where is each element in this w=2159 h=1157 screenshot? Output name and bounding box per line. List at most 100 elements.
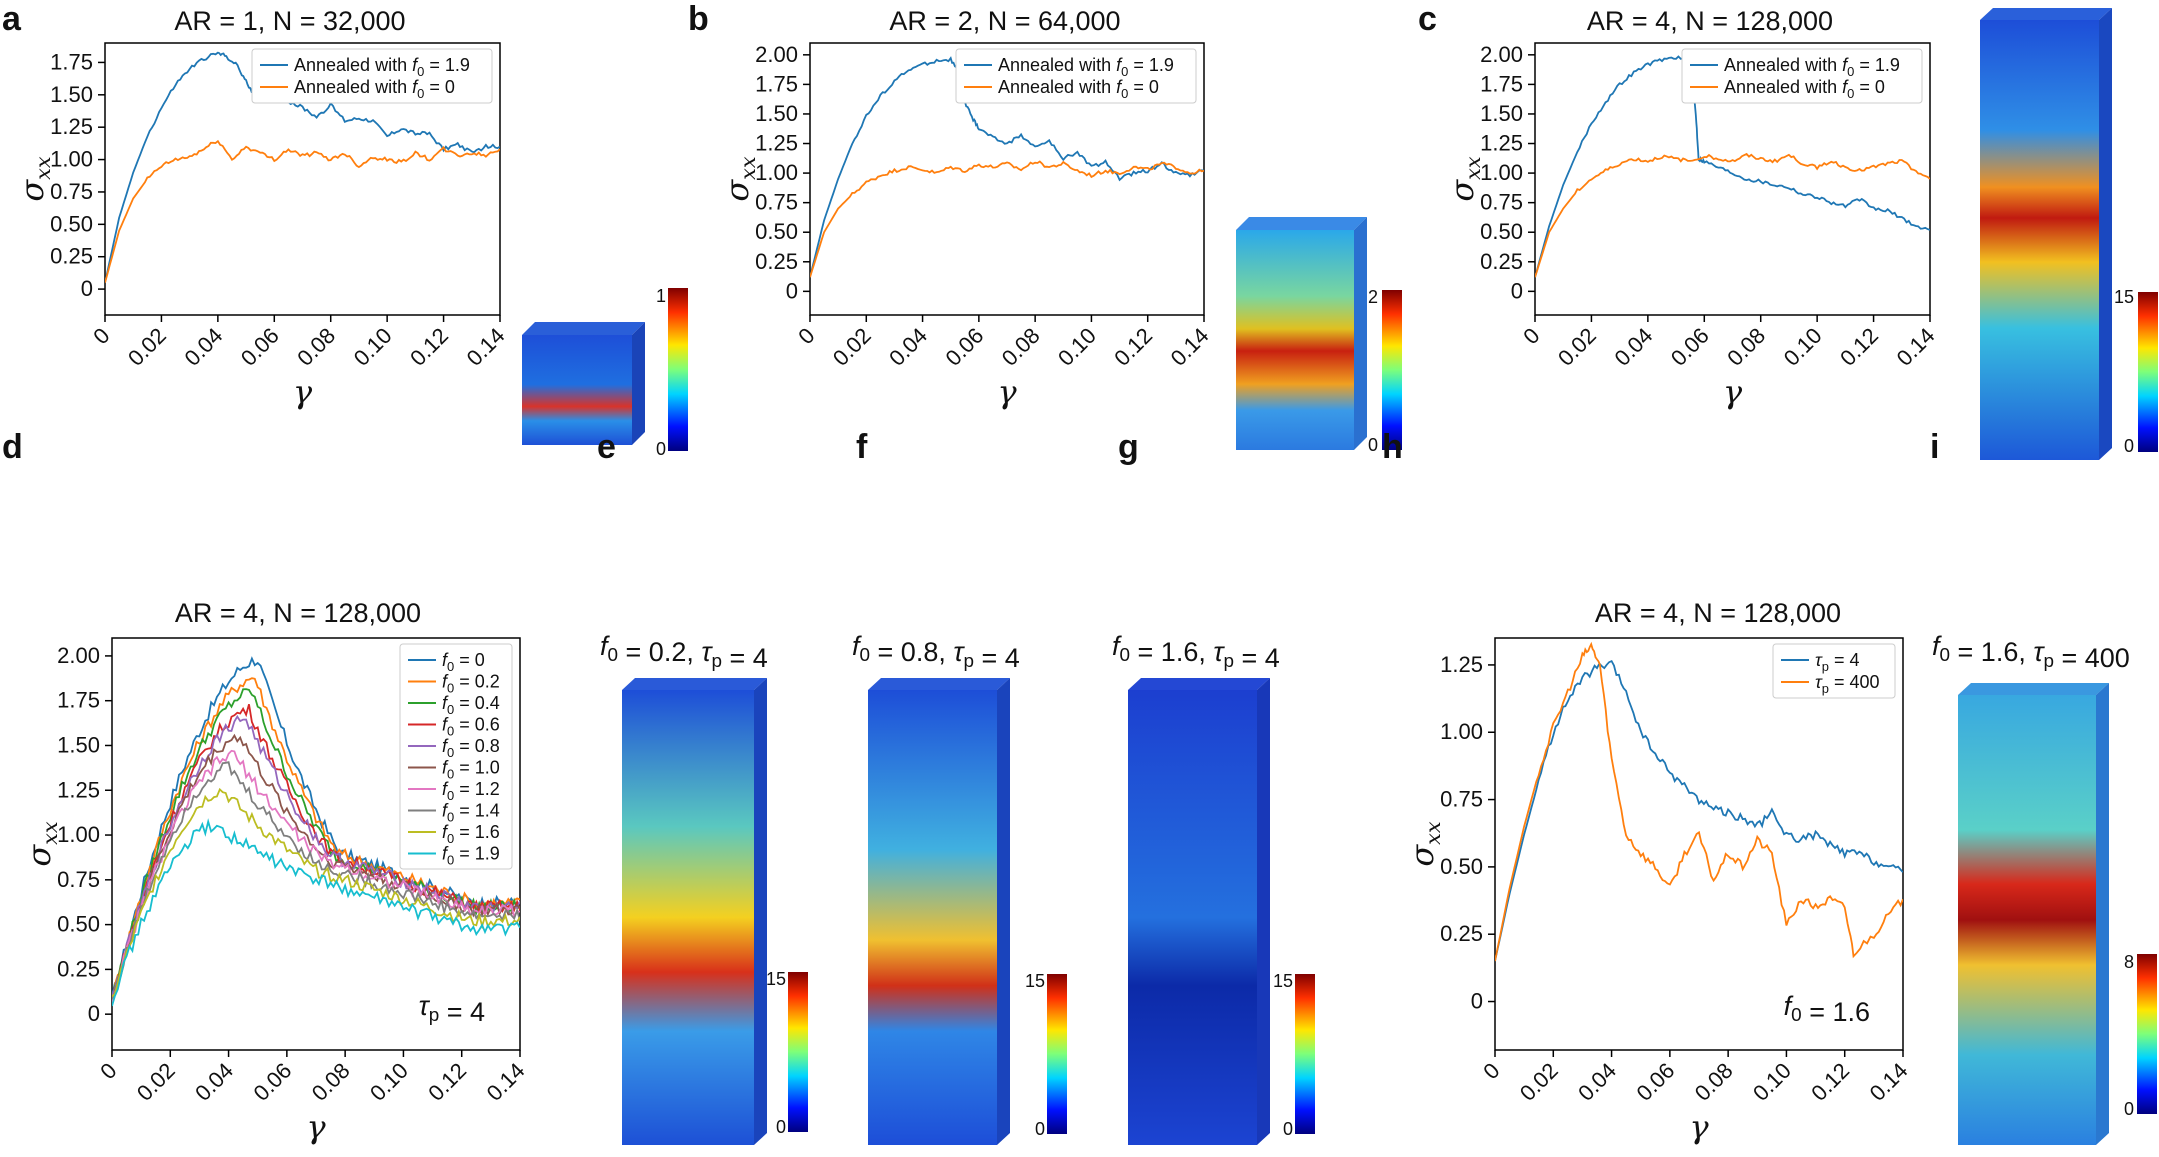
panel-letter: b bbox=[688, 0, 709, 38]
f0-annotation: f0 = 1.6 bbox=[1784, 991, 1870, 1027]
y-tick-label: 1.25 bbox=[1480, 131, 1523, 156]
simulation-snapshot bbox=[1958, 683, 2109, 1145]
x-tick-label: 0.14 bbox=[482, 1058, 530, 1106]
y-tick-label: 1.00 bbox=[1480, 160, 1523, 185]
y-tick-label: 0 bbox=[1471, 989, 1483, 1014]
panel-letter: f bbox=[856, 428, 868, 466]
y-tick-label: 0.50 bbox=[1480, 219, 1523, 244]
legend-entry: f0 = 1.6 bbox=[442, 822, 500, 846]
colorbar-min: 0 bbox=[2124, 1099, 2134, 1119]
legend-entry: f0 = 1.2 bbox=[442, 779, 500, 803]
y-tick-label: 1.00 bbox=[755, 160, 798, 185]
x-tick-label: 0 bbox=[88, 323, 114, 349]
x-tick-label: 0 bbox=[1518, 323, 1544, 349]
y-tick-label: 1.00 bbox=[57, 822, 100, 847]
x-tick-label: 0.06 bbox=[1631, 1058, 1679, 1106]
legend-entry: f0 = 0.6 bbox=[442, 715, 500, 739]
chart-area: 0 0.02 0.04 0.06 0.08 0.10 0.12 0.14 0 0.25 0.50 0.… bbox=[718, 42, 1214, 411]
series-group bbox=[1495, 641, 1903, 962]
y-tick-label: 0.75 bbox=[1480, 190, 1523, 215]
x-axis-label: γ bbox=[306, 1108, 326, 1146]
panel-i: i f0 = 1.6, τp = 400 8 0 bbox=[1930, 428, 2157, 1145]
series-line bbox=[810, 160, 1204, 278]
y-tick-label: 0.25 bbox=[755, 249, 798, 274]
plot-frame bbox=[104, 42, 501, 316]
panel-letter: e bbox=[597, 428, 616, 466]
legend-entry: Annealed with f0 = 0 bbox=[1724, 77, 1885, 101]
tau-annotation: τp = 4 bbox=[419, 991, 485, 1027]
x-tick-label: 0.06 bbox=[1666, 323, 1714, 371]
y-tick-label: 0.50 bbox=[50, 211, 93, 236]
y-tick-label: 2.00 bbox=[57, 643, 100, 668]
x-tick-label: 0.12 bbox=[405, 323, 453, 371]
x-tick-label: 0.14 bbox=[462, 323, 510, 371]
colorbar-min: 0 bbox=[656, 439, 666, 459]
colorbar-max: 1 bbox=[656, 286, 666, 306]
colorbar-max: 15 bbox=[2114, 287, 2134, 307]
y-tick-label: 1.25 bbox=[1440, 652, 1483, 677]
colorbar-max: 15 bbox=[1025, 971, 1045, 991]
series-line bbox=[112, 656, 520, 996]
colorbar-min: 0 bbox=[2124, 436, 2134, 456]
y-axis-label: σxx bbox=[1443, 156, 1485, 202]
legend-entry: Annealed with f0 = 0 bbox=[294, 77, 455, 101]
colorbar: 1 0 bbox=[656, 286, 688, 459]
x-tick-label: 0 bbox=[95, 1058, 121, 1084]
x-tick-label: 0.10 bbox=[1779, 323, 1827, 371]
x-tick-label: 0.06 bbox=[940, 323, 988, 371]
series-line bbox=[1495, 659, 1903, 962]
y-tick-label: 1.50 bbox=[1480, 101, 1523, 126]
x-tick-label: 0.14 bbox=[1892, 323, 1940, 371]
x-tick-label: 0.12 bbox=[1806, 1058, 1854, 1106]
y-tick-label: 0.25 bbox=[57, 956, 100, 981]
colorbar-max: 15 bbox=[1273, 971, 1293, 991]
chart-area: 0 0.02 0.04 0.06 0.08 0.10 0.12 0.14 0 0.25 0.50 0.… bbox=[20, 637, 530, 1146]
y-tick-label: 1.75 bbox=[57, 688, 100, 713]
panel-title-visible: AR = 4, N = 128,000 bbox=[175, 598, 421, 628]
y-tick-label: 0.25 bbox=[1480, 249, 1523, 274]
panel-letter: h bbox=[1382, 428, 1403, 466]
legend-entry: f0 = 1.9 bbox=[442, 844, 500, 868]
x-tick-label: 0.10 bbox=[1748, 1058, 1796, 1106]
legend-box bbox=[955, 48, 1197, 104]
simulation-snapshot bbox=[622, 678, 767, 1145]
colorbar: 15 0 bbox=[1273, 971, 1315, 1139]
x-tick-label: 0 bbox=[1478, 1058, 1504, 1084]
legend-entry: Annealed with f0 = 1.9 bbox=[998, 55, 1174, 79]
x-tick-label: 0.14 bbox=[1166, 323, 1214, 371]
chart-area: 0 0.02 0.04 0.06 0.08 0.10 0.12 0.14 0 0.25 0.50 0.… bbox=[1443, 42, 1940, 411]
x-axis-label: γ bbox=[1689, 1108, 1709, 1146]
y-tick-label: 0 bbox=[81, 276, 93, 301]
series-group bbox=[112, 656, 520, 1007]
colorbar-max: 8 bbox=[2124, 952, 2134, 972]
x-tick-label: 0.14 bbox=[1865, 1058, 1913, 1106]
legend-entry: τp = 400 bbox=[1815, 672, 1880, 696]
x-tick-label: 0.08 bbox=[1722, 323, 1770, 371]
simulation-snapshot bbox=[522, 322, 645, 445]
y-tick-label: 0.75 bbox=[755, 190, 798, 215]
x-tick-label: 0.08 bbox=[1690, 1058, 1738, 1106]
panel-letter: a bbox=[2, 0, 22, 38]
legend-entry: f0 = 0.4 bbox=[442, 693, 500, 717]
panel-title: f0 = 0.2, τp = 4 bbox=[600, 631, 768, 673]
series-line bbox=[1535, 55, 1930, 278]
legend-box bbox=[399, 643, 513, 870]
simulation-snapshot bbox=[1236, 217, 1367, 450]
colorbar-min: 0 bbox=[1368, 435, 1378, 455]
panel-title: AR = 4, N = 128,000 bbox=[1587, 6, 1833, 36]
legend-entry: f0 = 0.8 bbox=[442, 736, 500, 760]
y-axis-label: σxx bbox=[13, 156, 55, 202]
series-line bbox=[112, 761, 520, 1000]
chart-area: 0 0.02 0.04 0.06 0.08 0.10 0.12 0.14 0 0.25 0.50 0.… bbox=[13, 42, 510, 411]
x-tick-label: 0.04 bbox=[1609, 323, 1657, 371]
x-tick-label: 0.08 bbox=[307, 1058, 355, 1106]
colorbar-min: 0 bbox=[776, 1117, 786, 1137]
y-tick-label: 1.25 bbox=[57, 777, 100, 802]
y-axis-label: σxx bbox=[20, 821, 62, 867]
y-tick-label: 0 bbox=[1511, 278, 1523, 303]
x-tick-label: 0.12 bbox=[423, 1058, 471, 1106]
chart-area: 0 0.02 0.04 0.06 0.08 0.10 0.12 0.14 0 0.25 0.50 0.… bbox=[1403, 637, 1913, 1146]
colorbar-min: 0 bbox=[1035, 1119, 1045, 1139]
x-tick-label: 0.04 bbox=[179, 323, 227, 371]
